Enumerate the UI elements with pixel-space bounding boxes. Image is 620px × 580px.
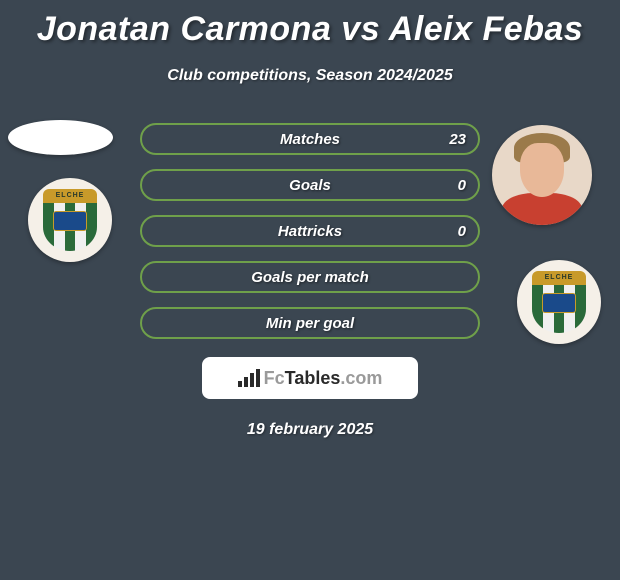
stat-label: Goals	[289, 177, 331, 194]
stat-value-right: 0	[458, 177, 466, 194]
stat-value-right: 23	[449, 131, 466, 148]
stat-label: Min per goal	[266, 315, 354, 332]
player-right-club-crest: ELCHE	[517, 260, 601, 344]
page-title: Jonatan Carmona vs Aleix Febas	[0, 0, 620, 49]
brand-tld: .com	[340, 368, 382, 388]
date-text: 19 february 2025	[0, 421, 620, 439]
stat-value-right: 0	[458, 223, 466, 240]
brand-suffix: Tables	[285, 368, 341, 388]
brand-text: FcTables.com	[264, 368, 383, 389]
player-right-avatar	[492, 125, 592, 225]
stat-row-min-per-goal: Min per goal	[140, 307, 480, 339]
stat-label: Hattricks	[278, 223, 342, 240]
stat-label: Goals per match	[251, 269, 369, 286]
stat-row-hattricks: Hattricks 0	[140, 215, 480, 247]
club-shield-icon: ELCHE	[532, 271, 586, 333]
club-shield-icon: ELCHE	[43, 189, 97, 251]
stat-row-matches: Matches 23	[140, 123, 480, 155]
stat-label: Matches	[280, 131, 340, 148]
stat-row-goals-per-match: Goals per match	[140, 261, 480, 293]
bar-chart-icon	[238, 369, 260, 387]
stat-row-goals: Goals 0	[140, 169, 480, 201]
player-left-avatar	[8, 120, 113, 155]
crest-label: ELCHE	[43, 189, 97, 203]
brand-prefix: Fc	[264, 368, 285, 388]
brand-box: FcTables.com	[202, 357, 418, 399]
crest-label: ELCHE	[532, 271, 586, 285]
player-left-club-crest: ELCHE	[28, 178, 112, 262]
subtitle: Club competitions, Season 2024/2025	[0, 67, 620, 85]
